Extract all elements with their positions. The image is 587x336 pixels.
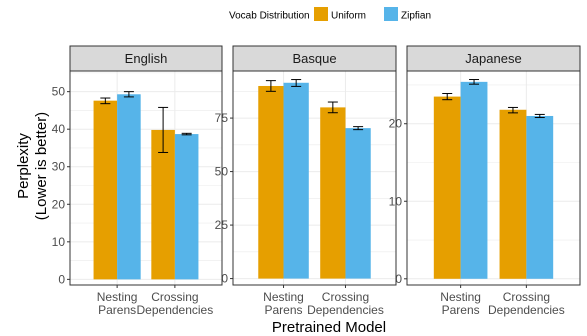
y-tick-label: 50 bbox=[52, 85, 66, 99]
plot-area bbox=[70, 71, 222, 285]
bar-uniform-crossing-dependencies bbox=[320, 107, 346, 279]
x-tick-label: Parens bbox=[265, 303, 303, 317]
panel-strip bbox=[69, 45, 223, 72]
y-tick-label: 20 bbox=[389, 117, 403, 131]
y-tick-label: 25 bbox=[215, 218, 229, 232]
x-tick-label: Crossing bbox=[322, 290, 369, 304]
y-tick-label: 0 bbox=[58, 272, 65, 286]
y-tick-label: 75 bbox=[215, 111, 229, 125]
x-tick-label: Crossing bbox=[151, 290, 198, 304]
bar-zipfian-crossing-dependencies bbox=[526, 115, 554, 279]
x-tick-label: Crossing bbox=[503, 290, 550, 304]
x-axis-title: Pretrained Model bbox=[272, 319, 386, 336]
panel-border bbox=[406, 70, 581, 286]
x-tick-label: Nesting bbox=[263, 290, 304, 304]
x-tick-label: Parens bbox=[98, 303, 136, 317]
bar-uniform-nesting-parens bbox=[258, 85, 284, 279]
panel-strip bbox=[232, 45, 397, 72]
bar-zipfian-crossing-dependencies bbox=[174, 134, 199, 280]
bar-uniform-nesting-parens bbox=[93, 100, 118, 280]
bar-uniform-crossing-dependencies bbox=[151, 129, 175, 280]
x-tick-label: Parens bbox=[442, 303, 480, 317]
y-tick-label: 40 bbox=[52, 122, 66, 136]
x-tick-label: Dependencies bbox=[137, 303, 214, 317]
x-tick-label: Nesting bbox=[97, 290, 138, 304]
y-tick-label: 10 bbox=[389, 194, 403, 208]
bar-uniform-nesting-parens bbox=[433, 96, 461, 279]
y-tick-label: 20 bbox=[52, 197, 66, 211]
legend-title: Vocab Distribution bbox=[229, 11, 310, 22]
y-tick-label: 0 bbox=[395, 272, 402, 286]
legend-label-zipfian: Zipfian bbox=[401, 11, 431, 22]
y-axis-title-line-1: Perplexity bbox=[15, 133, 32, 199]
x-tick-label: Dependencies bbox=[307, 303, 384, 317]
bar-zipfian-nesting-parens bbox=[283, 82, 309, 279]
panel-border bbox=[232, 70, 397, 286]
legend-label-uniform: Uniform bbox=[331, 11, 366, 22]
bar-zipfian-crossing-dependencies bbox=[345, 128, 371, 279]
y-tick-label: 50 bbox=[215, 165, 229, 179]
plot-area bbox=[233, 71, 396, 285]
y-tick-label: 30 bbox=[52, 160, 66, 174]
legend: Vocab Distribution Uniform Zipfian bbox=[229, 7, 431, 22]
y-axis-title-line-2: (Lower is better) bbox=[33, 112, 50, 220]
y-tick-label: 0 bbox=[221, 272, 228, 286]
panel-border bbox=[69, 70, 223, 286]
bar-zipfian-nesting-parens bbox=[117, 94, 141, 280]
panel-title: Japanese bbox=[465, 51, 521, 66]
x-tick-label: Nesting bbox=[440, 290, 481, 304]
x-tick-label: Dependencies bbox=[488, 303, 565, 317]
legend-key-uniform bbox=[314, 7, 328, 21]
y-tick-label: 10 bbox=[52, 235, 66, 249]
bar-uniform-crossing-dependencies bbox=[499, 109, 527, 279]
plot-area bbox=[407, 71, 580, 285]
panel-title: English bbox=[125, 51, 168, 66]
panel-title: Basque bbox=[292, 51, 336, 66]
panels: English01020304050NestingParensCrossingD… bbox=[52, 45, 581, 317]
legend-key-zipfian bbox=[384, 7, 398, 21]
bar-zipfian-nesting-parens bbox=[460, 81, 488, 279]
